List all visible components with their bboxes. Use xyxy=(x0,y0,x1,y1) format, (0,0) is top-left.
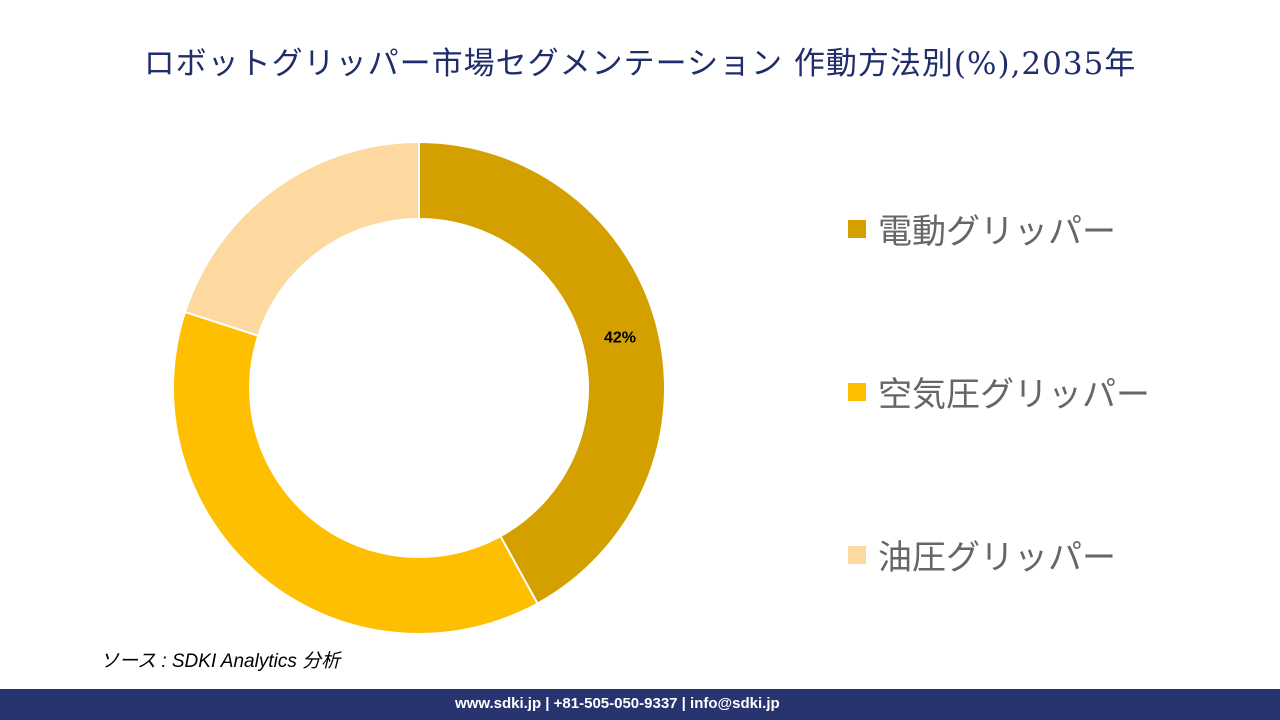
legend-item-pneumatic: 空気圧グリッパー xyxy=(848,367,1150,416)
data-label-0: 42% xyxy=(604,329,636,346)
legend-label: 空気圧グリッパー xyxy=(878,375,1150,415)
legend-item-hydraulic: 油圧グリッパー xyxy=(848,530,1116,579)
donut-slice-1 xyxy=(172,310,539,635)
legend-item-electric: 電動グリッパー xyxy=(848,204,1116,253)
donut-slice-0 xyxy=(418,140,666,605)
legend-label: 電動グリッパー xyxy=(878,212,1116,252)
chart-title: ロボットグリッパー市場セグメンテーション 作動方法別(%),2035年 xyxy=(143,46,1137,82)
donut-slice-2 xyxy=(183,140,420,338)
source-note: ソース : SDKI Analytics 分析 xyxy=(100,651,341,672)
footer-contact: www.sdki.jp | +81-505-050-9337 | info@sd… xyxy=(455,695,780,712)
legend-swatch xyxy=(848,382,866,401)
legend-label: 油圧グリッパー xyxy=(878,538,1116,578)
footer-bar: www.sdki.jp | +81-505-050-9337 | info@sd… xyxy=(0,689,1280,720)
legend-swatch xyxy=(848,219,866,238)
donut-chart: 42% xyxy=(172,140,666,635)
legend-swatch xyxy=(848,545,866,564)
